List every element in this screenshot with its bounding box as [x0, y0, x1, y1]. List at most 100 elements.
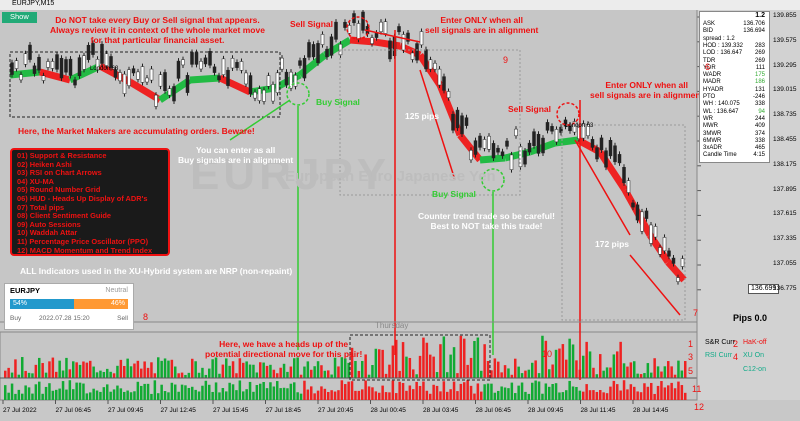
oscillator-bar	[225, 391, 228, 400]
oscillator-bar	[157, 393, 160, 400]
histogram-bar	[272, 369, 276, 378]
histogram-bar	[265, 365, 269, 378]
candle-body	[167, 88, 172, 96]
histogram-bar	[99, 370, 102, 378]
oscillator-bar	[265, 388, 269, 400]
oscillator-bar	[340, 380, 344, 400]
candle-body	[131, 68, 136, 74]
oscillator-bar	[262, 382, 265, 400]
candle-body	[379, 21, 383, 32]
candle-body	[658, 247, 662, 255]
candle-body	[59, 57, 64, 79]
oscillator-bar	[24, 385, 27, 400]
oscillator-bar	[228, 382, 231, 400]
histogram-bar	[136, 360, 140, 378]
candle-body	[554, 129, 559, 143]
histogram-bar	[174, 366, 177, 378]
histogram-bar	[102, 371, 106, 378]
histogram-bar	[320, 365, 323, 378]
histogram-bar	[616, 351, 619, 378]
oscillator-bar	[61, 381, 65, 400]
candle-body	[415, 43, 419, 61]
candle-body	[604, 150, 608, 168]
oscillator-bar	[619, 390, 622, 400]
oscillator-bar	[650, 382, 653, 400]
oscillator-bar	[333, 391, 337, 400]
histogram-bar	[571, 344, 575, 378]
oscillator-bar	[296, 392, 299, 400]
candle-body	[653, 226, 658, 238]
histogram-bar	[412, 369, 415, 378]
oscillator-bar	[34, 384, 38, 400]
oscillator-bar	[344, 384, 347, 400]
hud-value: 136.706	[743, 21, 765, 27]
histogram-bar	[568, 338, 571, 378]
hud-key: 6MWR	[703, 137, 722, 144]
show-button[interactable]: Show	[2, 12, 37, 23]
histogram-bar	[95, 372, 99, 378]
oscillator-bar	[622, 380, 626, 400]
histogram-bar	[483, 344, 486, 378]
marker: 3	[688, 352, 694, 362]
indicator-item: 06) HUD - Heads Up Display of ADR's	[17, 193, 148, 203]
oscillator-bar	[320, 386, 323, 400]
oscillator-bar	[269, 382, 272, 400]
candle-body	[208, 51, 212, 66]
histogram-bar	[469, 357, 473, 378]
oscillator-bar	[422, 381, 425, 400]
histogram-bar	[92, 366, 95, 378]
oscillator-bar	[660, 381, 663, 400]
oscillator-bar	[21, 393, 24, 400]
candle-body	[541, 137, 545, 154]
oscillator-bar	[412, 389, 415, 400]
candle-body	[572, 121, 577, 133]
oscillator-bar	[673, 388, 677, 400]
oscillator-bar	[31, 393, 34, 400]
histogram-bar	[541, 335, 544, 378]
candle-body	[100, 43, 104, 64]
candle-body	[608, 139, 613, 157]
candle-body	[221, 58, 226, 75]
histogram-bar	[673, 374, 677, 378]
oscillator-bar	[136, 381, 140, 400]
time-label: 27 Jul 15:45	[213, 407, 249, 414]
oscillator-bar	[214, 382, 218, 400]
histogram-bar	[133, 363, 136, 378]
buy-bar	[10, 299, 74, 309]
oscillator-bar	[204, 380, 208, 400]
histogram-bar	[78, 364, 82, 378]
oscillator-bar	[201, 385, 204, 400]
histogram-bar	[51, 357, 55, 378]
hud-value: 136.694	[743, 28, 765, 35]
marker: 10	[542, 349, 553, 359]
histogram-bar	[684, 361, 687, 378]
histogram-bar	[626, 366, 629, 378]
oscillator-bar	[371, 387, 374, 400]
histogram-bar	[415, 374, 418, 378]
histogram-bar	[650, 372, 653, 378]
oscillator-bar	[78, 382, 82, 400]
histogram-bar	[38, 357, 41, 378]
annotation: ALL Indicators used in the XU-Hybrid sys…	[20, 266, 293, 276]
histogram-bar	[262, 362, 265, 378]
oscillator-bar	[503, 387, 507, 400]
hud-key: MADR	[703, 79, 721, 86]
oscillator-bar	[259, 383, 262, 400]
oscillator-bar	[602, 392, 605, 400]
oscillator-bar	[677, 381, 680, 400]
annotation-line: Buy signals are in alignment	[178, 154, 294, 165]
candle-body	[194, 52, 199, 65]
oscillator-bar	[554, 383, 558, 400]
oscillator-bar	[350, 381, 354, 400]
histogram-bar	[367, 374, 371, 378]
oscillator-bar	[242, 391, 245, 400]
histogram-bar	[153, 373, 157, 378]
candle-body	[149, 68, 154, 81]
histogram-bar	[313, 366, 316, 378]
histogram-bar	[201, 367, 204, 378]
annotation-line: You can enter as all	[196, 145, 276, 155]
candle-body	[316, 43, 320, 63]
candle-body	[253, 91, 257, 99]
candle-body	[136, 71, 140, 80]
